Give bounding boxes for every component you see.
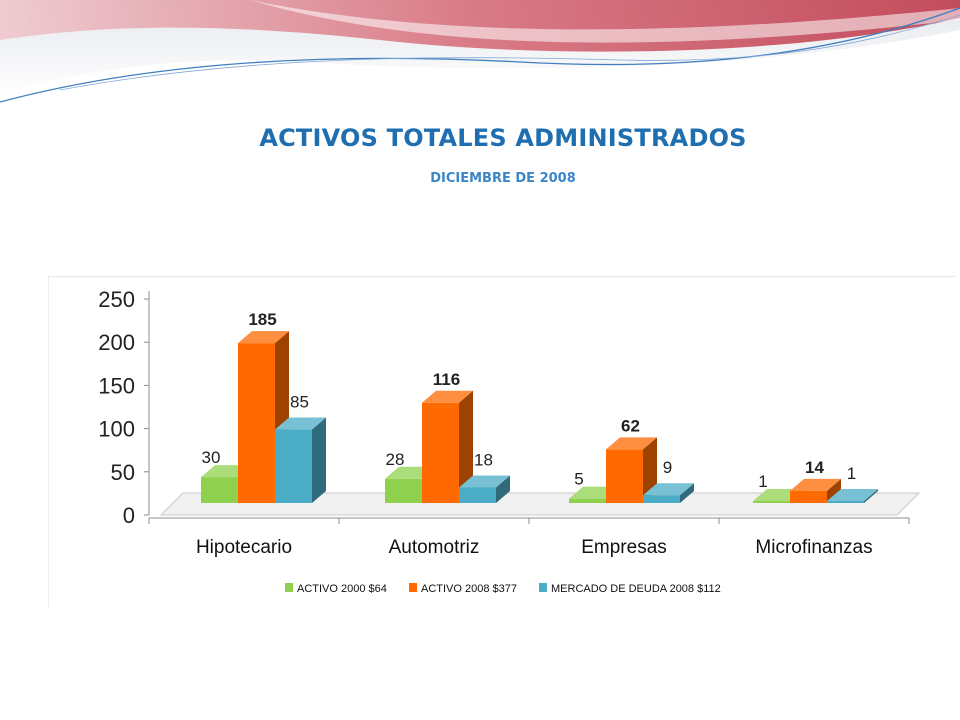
bar-front-2-0	[275, 429, 312, 503]
data-label: 185	[248, 310, 276, 329]
bar-side-2-1	[496, 475, 510, 503]
y-tick-label: 0	[123, 503, 135, 528]
bar-top-2-3	[827, 489, 878, 501]
bar-top-2-0	[275, 417, 326, 430]
bar-front-1-2	[606, 449, 643, 503]
bar-front-0-1	[385, 478, 422, 503]
legend-label: ACTIVO 2000 $64	[297, 583, 387, 595]
bar-front-0-2	[569, 498, 606, 503]
legend-swatch	[409, 583, 417, 592]
data-label: 5	[574, 470, 583, 489]
y-tick-label: 250	[98, 287, 135, 312]
data-label: 85	[290, 393, 309, 412]
bar-front-1-1	[422, 402, 459, 503]
legend-swatch	[539, 583, 547, 592]
data-label: 1	[847, 464, 856, 483]
y-tick-label: 200	[98, 330, 135, 355]
bar-front-2-1	[459, 487, 496, 503]
bar-front-1-3	[790, 490, 827, 503]
bar-side-1-1	[459, 390, 473, 503]
data-label: 116	[433, 370, 460, 389]
bar-front-0-3	[753, 501, 790, 503]
chart-floor	[159, 492, 921, 516]
bar-front-2-3	[827, 501, 864, 503]
bar-top-2-1	[459, 475, 510, 488]
data-label: 28	[386, 450, 405, 469]
bar-side-2-3	[864, 489, 878, 503]
bar-top-1-1	[422, 390, 473, 403]
banner-white-streak	[250, 0, 960, 43]
bar-front-2-2	[643, 495, 680, 503]
data-label: 9	[663, 458, 672, 477]
bar-top-2-2	[643, 483, 694, 496]
bar-side-2-0	[312, 417, 326, 503]
bar-front-1-0	[238, 343, 275, 503]
bar-side-1-3	[827, 478, 841, 503]
banner-blue-line-2	[59, 14, 960, 91]
bar-side-2-2	[680, 483, 694, 503]
data-label: 30	[202, 448, 221, 467]
y-tick-label: 50	[111, 460, 135, 485]
data-label: 14	[805, 458, 824, 477]
page-title: ACTIVOS TOTALES ADMINISTRADOS	[259, 124, 747, 152]
x-tick-label: Automotriz	[389, 537, 480, 558]
y-tick-label: 150	[98, 373, 135, 398]
page-subtitle: DICIEMBRE DE 2008	[430, 171, 576, 186]
bar-front-0-0	[201, 477, 238, 503]
legend-label: MERCADO DE DEUDA 2008 $112	[551, 583, 721, 595]
x-tick-label: Microfinanzas	[755, 537, 872, 558]
bar-top-1-2	[606, 437, 657, 450]
data-label: 18	[474, 450, 493, 469]
data-label: 62	[621, 416, 640, 435]
data-label: 1	[758, 472, 767, 491]
x-tick-label: Hipotecario	[196, 537, 292, 558]
banner-blue-line	[0, 7, 960, 103]
bar-top-1-3	[790, 478, 841, 491]
x-tick-label: Empresas	[581, 537, 667, 558]
legend-label: ACTIVO 2008 $377	[421, 583, 517, 595]
chart-frame: 0 50 100 150 200 250 30 185 85 28 116 18 5 62 9 1 14 1 Hip…	[48, 276, 955, 607]
y-tick-label: 100	[98, 417, 135, 442]
bar-top-1-0	[238, 331, 289, 344]
legend-swatch	[285, 583, 293, 592]
header-banner	[0, 0, 960, 103]
